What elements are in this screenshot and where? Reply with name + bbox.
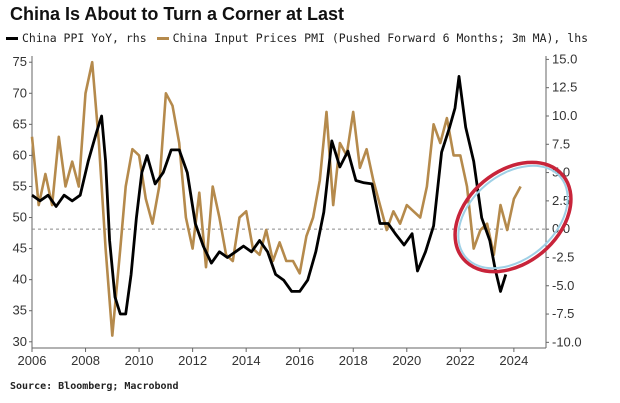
left-tick-label: 35 <box>13 303 27 318</box>
left-tick-label: 30 <box>13 334 27 349</box>
legend-label-ppi: China PPI YoY, rhs <box>22 31 147 45</box>
left-tick-label: 70 <box>13 85 27 100</box>
right-tick-label: -10.0 <box>552 334 582 349</box>
x-tick-label: 2022 <box>446 353 475 368</box>
left-tick-label: 65 <box>13 116 27 131</box>
series-line-china-ppi <box>31 75 508 316</box>
annotation-circle-inner <box>457 164 569 270</box>
right-tick-label: -7.5 <box>552 306 574 321</box>
series-line-input-prices-pmi <box>30 60 522 337</box>
chart-title: China Is About to Turn a Corner at Last <box>10 4 345 24</box>
x-tick-label: 2008 <box>71 353 100 368</box>
right-tick-label: 2.5 <box>552 193 570 208</box>
left-tick-label: 40 <box>13 272 27 287</box>
x-tick-label: 2012 <box>178 353 207 368</box>
left-tick-label: 45 <box>13 241 27 256</box>
right-tick-label: -2.5 <box>552 249 574 264</box>
right-tick-label: 7.5 <box>552 136 570 151</box>
legend-item-pmi: China Input Prices PMI (Pushed Forward 6… <box>156 31 589 45</box>
left-tick-label: 60 <box>13 147 27 162</box>
legend-swatch-ppi <box>6 36 18 40</box>
left-tick-label: 50 <box>13 210 27 225</box>
source-note: Source: Bloomberg; Macrobond <box>10 381 179 392</box>
right-tick-label: -5.0 <box>552 278 574 293</box>
right-tick-label: 12.5 <box>552 80 577 95</box>
legend-item-ppi: China PPI YoY, rhs <box>6 31 147 45</box>
x-tick-label: 2006 <box>18 353 47 368</box>
x-tick-label: 2024 <box>499 353 528 368</box>
right-tick-label: 15.0 <box>552 51 577 66</box>
left-tick-label: 55 <box>13 178 27 193</box>
right-tick-label: 10.0 <box>552 108 577 123</box>
x-tick-label: 2018 <box>339 353 368 368</box>
x-tick-label: 2020 <box>392 353 421 368</box>
left-tick-label: 75 <box>13 54 27 69</box>
x-tick-label: 2016 <box>285 353 314 368</box>
legend-swatch-pmi <box>156 36 169 40</box>
chart-legend: China PPI YoY, rhs China Input Prices PM… <box>6 30 598 46</box>
x-tick-label: 2010 <box>125 353 154 368</box>
annotation-circle <box>453 160 573 274</box>
legend-label-pmi: China Input Prices PMI (Pushed Forward 6… <box>172 31 589 45</box>
x-tick-label: 2014 <box>232 353 261 368</box>
